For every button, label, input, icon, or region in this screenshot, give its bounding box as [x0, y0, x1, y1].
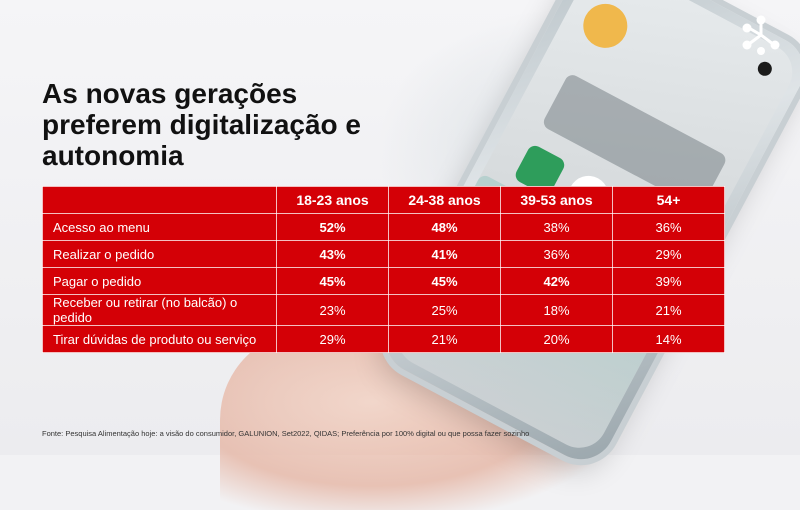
preferences-table: 18-23 anos 24-38 anos 39-53 anos 54+ Ace… — [42, 186, 725, 353]
table-cell: 38% — [500, 213, 613, 241]
table-header-row: 18-23 anos 24-38 anos 39-53 anos 54+ — [42, 186, 725, 214]
table-cell: 21% — [388, 325, 501, 353]
table-cell: 39% — [612, 267, 725, 295]
table-row: Acesso ao menu 52% 48% 38% 36% — [42, 213, 725, 241]
table-cell: 43% — [276, 240, 389, 268]
table-cell: 52% — [276, 213, 389, 241]
table-cell: 45% — [276, 267, 389, 295]
table-cell: 14% — [612, 325, 725, 353]
table-cell: 48% — [388, 213, 501, 241]
table-cell: 25% — [388, 294, 501, 326]
table-cell: 29% — [612, 240, 725, 268]
camera-hole — [755, 59, 775, 79]
table-cell: 41% — [388, 240, 501, 268]
row-label: Tirar dúvidas de produto ou serviço — [42, 325, 277, 353]
table-cell: 29% — [276, 325, 389, 353]
row-label: Realizar o pedido — [42, 240, 277, 268]
header-24-38: 24-38 anos — [388, 186, 501, 214]
table-row: Receber ou retirar (no balcão) o pedido … — [42, 294, 725, 326]
header-54-plus: 54+ — [612, 186, 725, 214]
table-cell: 42% — [500, 267, 613, 295]
header-empty-cell — [42, 186, 277, 214]
table-cell: 36% — [500, 240, 613, 268]
row-label: Receber ou retirar (no balcão) o pedido — [42, 294, 277, 326]
slide-title: As novas gerações preferem digitalização… — [42, 78, 362, 171]
table-cell: 21% — [612, 294, 725, 326]
weather-widget-icon — [575, 0, 636, 56]
table-cell: 23% — [276, 294, 389, 326]
source-footnote: Fonte: Pesquisa Alimentação hoje: a visã… — [42, 429, 530, 438]
header-18-23: 18-23 anos — [276, 186, 389, 214]
table-cell: 20% — [500, 325, 613, 353]
table-cell: 36% — [612, 213, 725, 241]
table-row: Tirar dúvidas de produto ou serviço 29% … — [42, 325, 725, 353]
row-label: Pagar o pedido — [42, 267, 277, 295]
table-cell: 45% — [388, 267, 501, 295]
table-row: Realizar o pedido 43% 41% 36% 29% — [42, 240, 725, 268]
header-39-53: 39-53 anos — [500, 186, 613, 214]
connected-dots-logo-icon — [742, 15, 780, 55]
row-label: Acesso ao menu — [42, 213, 277, 241]
table-cell: 18% — [500, 294, 613, 326]
table-row: Pagar o pedido 45% 45% 42% 39% — [42, 267, 725, 295]
